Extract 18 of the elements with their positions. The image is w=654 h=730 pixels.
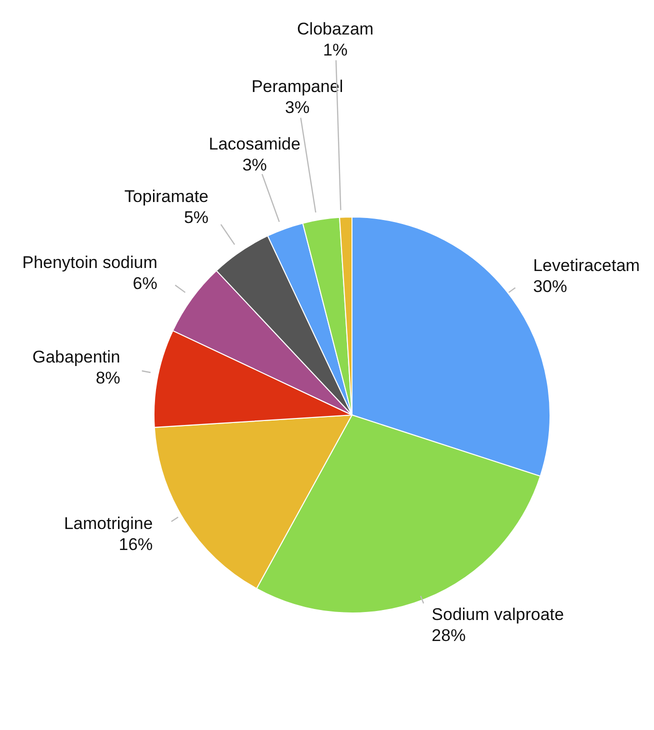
slice-label: Gabapentin: [32, 348, 120, 367]
slice-label: Perampanel: [251, 77, 344, 96]
data-label: 8%: [96, 368, 120, 388]
slice-label: Clobazam: [297, 19, 374, 38]
data-label: 6%: [132, 274, 158, 294]
slice-label: Sodium valproate: [432, 604, 564, 624]
data-label: 3%: [284, 98, 310, 118]
slice-label: Topiramate: [124, 187, 209, 206]
data-label: 3%: [242, 155, 267, 174]
data-label: 28%: [432, 626, 466, 645]
slice-label: Lamotrigine: [64, 514, 153, 534]
data-label: 1%: [323, 40, 348, 60]
data-label: 30%: [533, 276, 568, 296]
slice-label: Lacosamide: [208, 134, 300, 154]
data-label: 5%: [184, 208, 209, 228]
slice-label: Levetiracetam: [533, 256, 640, 275]
data-label: 16%: [118, 535, 153, 554]
slice-label: Phenytoin sodium: [22, 253, 158, 272]
